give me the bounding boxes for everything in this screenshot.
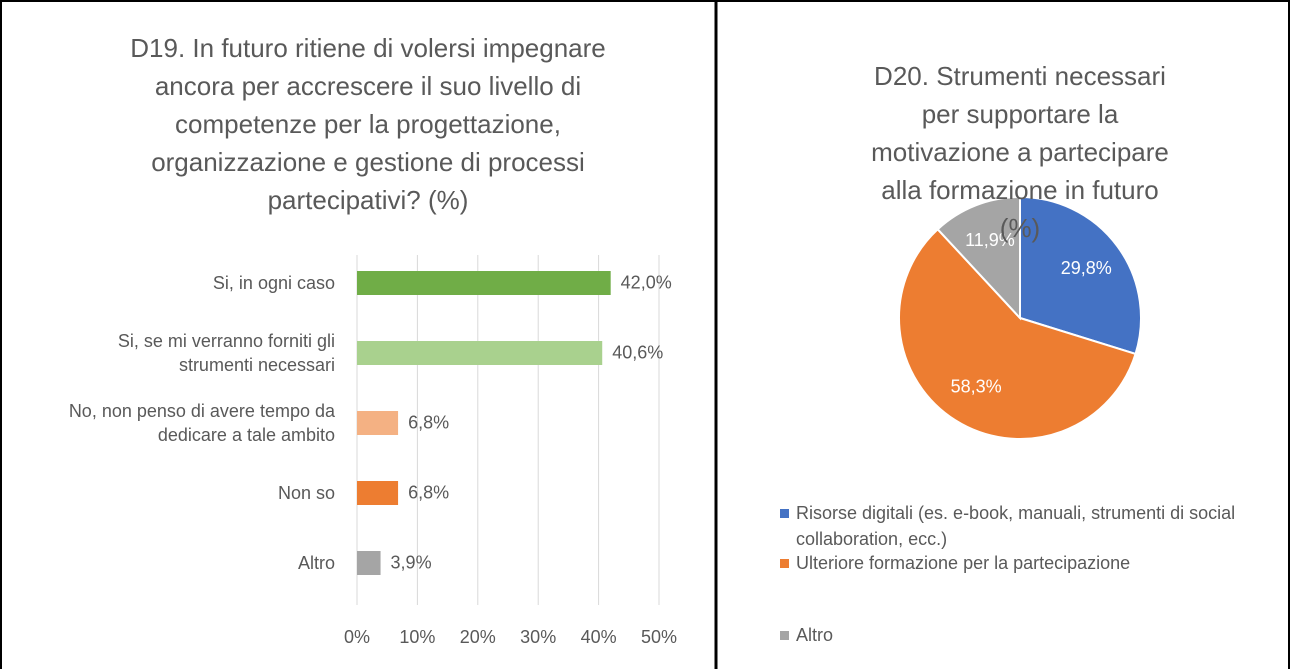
category-label: Non so: [277, 483, 335, 503]
legend-swatch: [780, 509, 789, 518]
slice-label: 58,3%: [951, 376, 1002, 396]
category-label: Si, in ogni caso: [212, 273, 335, 293]
value-label: 3,9%: [390, 552, 432, 573]
value-label: 42,0%: [620, 272, 672, 293]
legend-item: Altro: [780, 622, 1236, 648]
slice-label: 29,8%: [1061, 258, 1112, 278]
x-tick-label: 10%: [399, 627, 436, 647]
legend-label: Altro: [796, 625, 834, 645]
bar: [357, 481, 399, 505]
slice-label: 11,9%: [965, 230, 1015, 250]
category-label: Si, se mi verranno forniti gli strumenti…: [117, 331, 335, 375]
category-label: No, non penso di avere tempo da dedicare…: [68, 401, 335, 445]
x-tick-label: 40%: [580, 627, 617, 647]
x-tick-label: 0%: [343, 627, 371, 647]
bar: [357, 341, 603, 365]
x-tick-label: 30%: [520, 627, 557, 647]
bar: [357, 551, 381, 575]
bar: [357, 411, 399, 435]
legend-label: Ulteriore formazione per la partecipazio…: [796, 553, 1131, 573]
legend-label: Risorse digitali (es. e-book, manuali, s…: [796, 503, 1236, 549]
pie-slice: [936, 195, 1021, 321]
chart-title: D19. In futuro ritiene di volersi impegn…: [130, 33, 606, 215]
legend-item: Risorse digitali (es. e-book, manuali, s…: [780, 500, 1236, 552]
value-label: 6,8%: [408, 412, 450, 433]
legend-swatch: [780, 559, 789, 568]
pie-slice: [1019, 195, 1143, 356]
x-tick-label: 50%: [640, 627, 678, 647]
value-label: 6,8%: [408, 482, 450, 503]
chart-title: D20. Strumenti necessari per supportare …: [871, 61, 1169, 243]
pie-slice: [898, 227, 1137, 440]
bar: [357, 271, 611, 295]
x-tick-label: 20%: [459, 627, 496, 647]
value-label: 40,6%: [612, 342, 664, 363]
legend-swatch: [780, 631, 789, 640]
category-label: Altro: [297, 553, 335, 573]
legend-item: Ulteriore formazione per la partecipazio…: [780, 550, 1236, 576]
